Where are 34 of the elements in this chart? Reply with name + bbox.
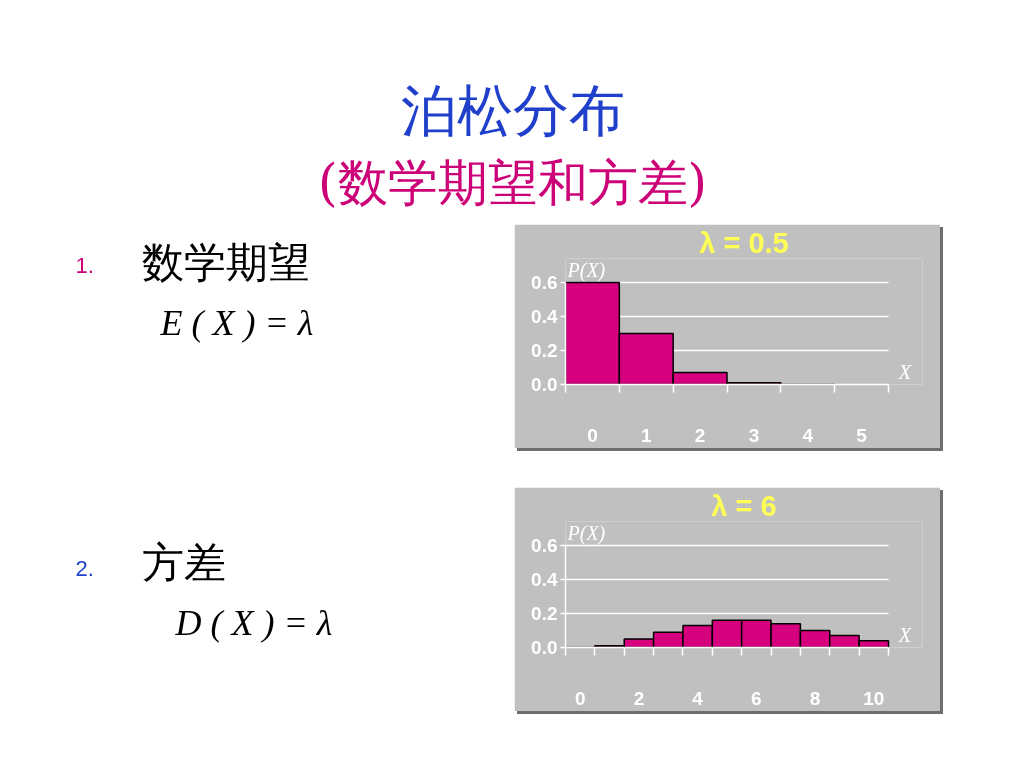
x-tick-label: 1 xyxy=(640,424,652,446)
text: D ( X ) = λ xyxy=(174,602,333,643)
y-tick-label: 0.6 xyxy=(531,535,558,556)
chart-title: λ = 0.5 xyxy=(699,226,789,259)
text: 2. xyxy=(75,556,94,581)
y-axis-title: P(X) xyxy=(566,521,606,545)
x-tick-label: 2 xyxy=(694,424,706,446)
x-axis-title: X xyxy=(897,622,913,647)
x-tick-label: 0 xyxy=(574,687,586,709)
y-tick-label: 0.2 xyxy=(531,340,558,361)
text: 数学期望 xyxy=(141,238,310,287)
x-axis-title: X xyxy=(897,359,913,384)
y-tick-label: 0.4 xyxy=(531,569,558,590)
y-tick-label: 0.0 xyxy=(531,374,558,395)
x-tick-label: 2 xyxy=(633,687,645,709)
x-tick-label: 10 xyxy=(863,687,885,709)
y-tick-label: 0.6 xyxy=(531,272,558,293)
x-tick-label: 4 xyxy=(802,424,814,446)
y-tick-label: 0.0 xyxy=(531,637,558,658)
x-tick-label: 4 xyxy=(692,687,704,709)
text: 方差 xyxy=(141,538,226,587)
x-tick-label: 5 xyxy=(856,424,868,446)
y-tick-label: 0.4 xyxy=(531,306,558,327)
text: 1. xyxy=(75,253,94,278)
text: 泊松分布 xyxy=(400,78,625,143)
chart-title: λ = 6 xyxy=(711,489,777,522)
x-tick-label: 8 xyxy=(809,687,821,709)
x-tick-label: 6 xyxy=(751,687,762,709)
y-axis-title: P(X) xyxy=(566,258,606,282)
y-tick-label: 0.2 xyxy=(531,603,558,624)
x-tick-label: 0 xyxy=(587,424,598,446)
text: (数学期望和方差) xyxy=(317,153,708,212)
x-tick-label: 3 xyxy=(748,424,760,446)
text: E ( X ) = λ xyxy=(159,302,314,343)
